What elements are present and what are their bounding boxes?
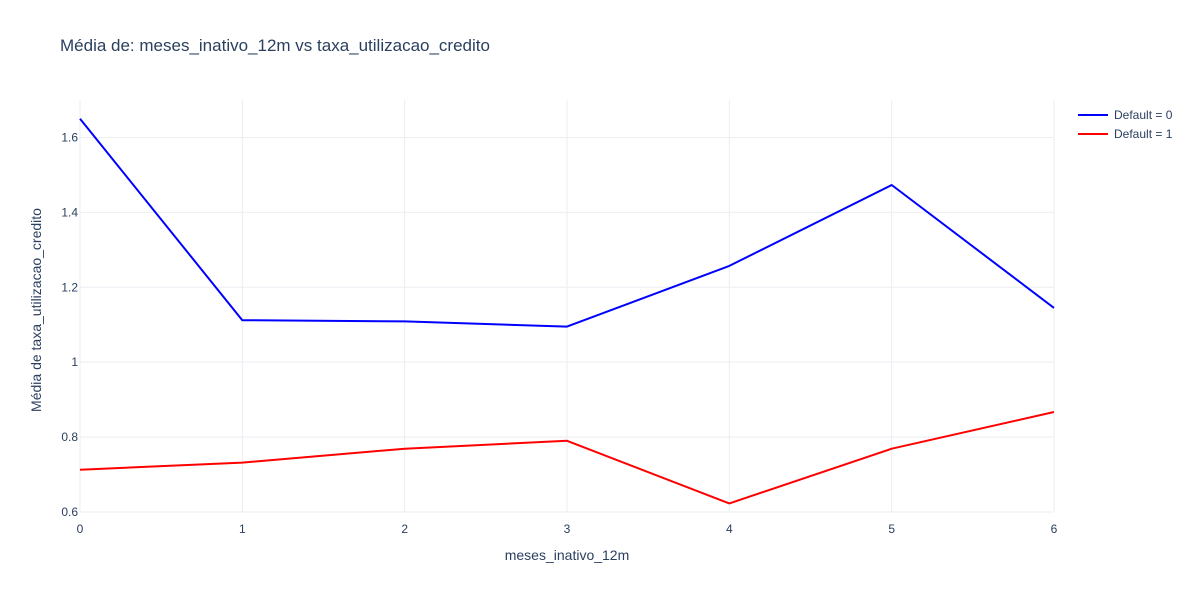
y-tick-label: 1.6 bbox=[61, 130, 78, 144]
y-tick-label: 0.8 bbox=[61, 430, 78, 444]
gridlines bbox=[79, 100, 1055, 513]
series-line-default-1[interactable] bbox=[79, 411, 1055, 505]
series-line-default-0[interactable] bbox=[79, 118, 1055, 328]
legend-item[interactable]: Default = 0 bbox=[1078, 108, 1173, 122]
series-lines bbox=[79, 118, 1055, 505]
y-tick-label: 1 bbox=[71, 355, 78, 369]
legend-label: Default = 1 bbox=[1114, 127, 1173, 141]
legend[interactable]: Default = 0 Default = 1 bbox=[1078, 108, 1173, 141]
x-tick-label: 1 bbox=[239, 522, 246, 536]
x-tick-label: 2 bbox=[401, 522, 408, 536]
chart-title: Média de: meses_inativo_12m vs taxa_util… bbox=[60, 36, 490, 55]
y-tick-label: 1.2 bbox=[61, 280, 78, 294]
x-tick-label: 4 bbox=[726, 522, 733, 536]
y-axis-ticks: 0.6 0.8 1 1.2 1.4 1.6 bbox=[61, 130, 78, 519]
y-tick-label: 1.4 bbox=[61, 205, 78, 219]
legend-item[interactable]: Default = 1 bbox=[1078, 127, 1173, 141]
x-tick-label: 0 bbox=[77, 522, 84, 536]
y-axis-title: Média de taxa_utilizacao_credito bbox=[28, 208, 44, 412]
legend-label: Default = 0 bbox=[1114, 108, 1173, 122]
x-tick-label: 3 bbox=[564, 522, 571, 536]
y-tick-label: 0.6 bbox=[61, 505, 78, 519]
x-axis-title: meses_inativo_12m bbox=[505, 547, 630, 563]
x-tick-label: 5 bbox=[888, 522, 895, 536]
x-axis-ticks: 0 1 2 3 4 5 6 bbox=[77, 522, 1058, 536]
x-tick-label: 6 bbox=[1051, 522, 1058, 536]
